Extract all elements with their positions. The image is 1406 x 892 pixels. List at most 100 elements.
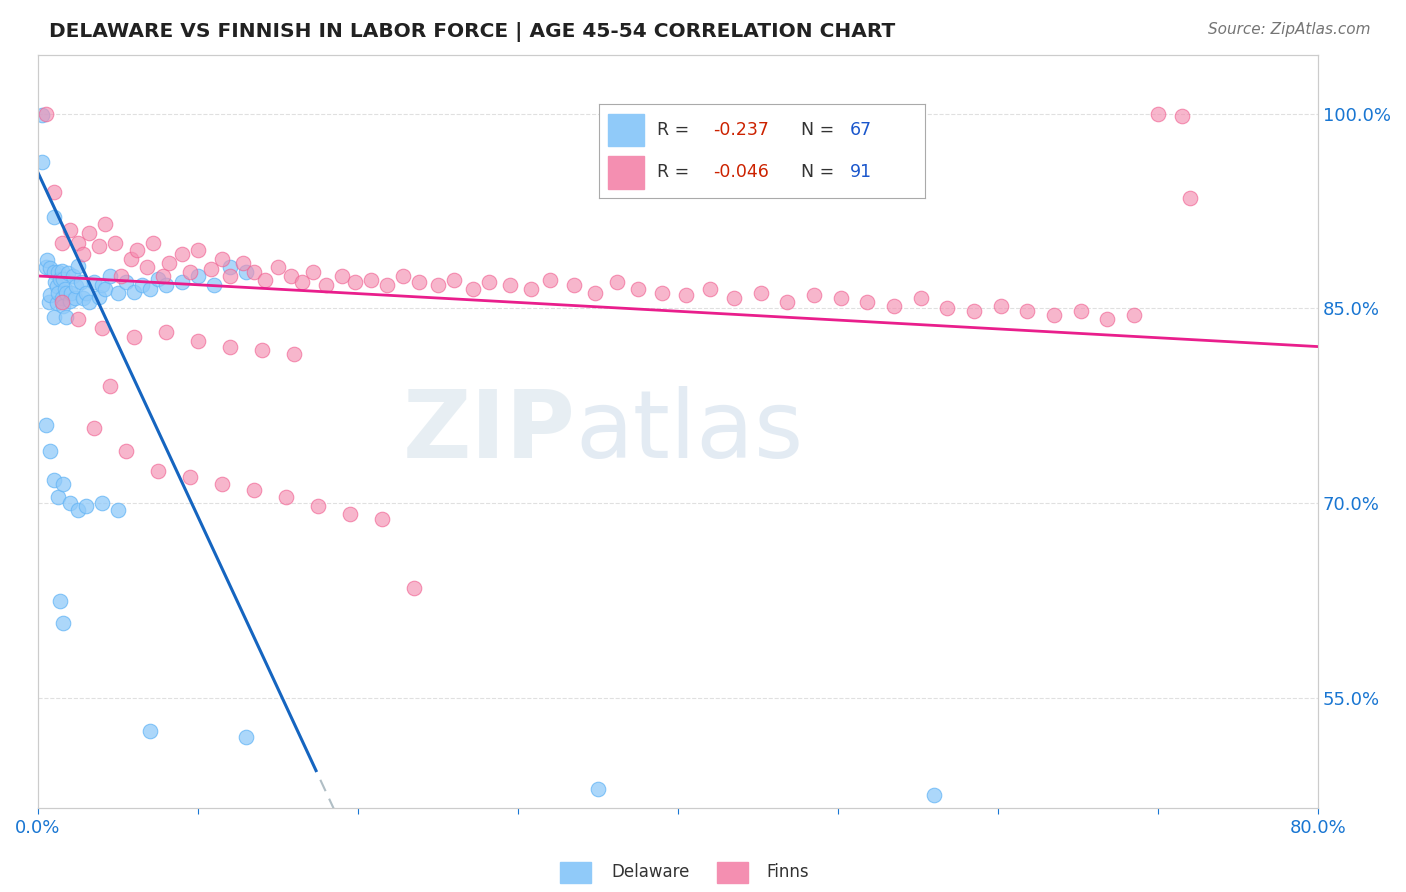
Point xyxy=(1171,109,1194,123)
Point xyxy=(42,473,65,487)
Point xyxy=(274,490,297,504)
Point xyxy=(34,260,56,274)
Point xyxy=(51,291,73,305)
Point xyxy=(48,285,70,300)
Point xyxy=(291,276,314,290)
Point xyxy=(83,276,105,290)
Point xyxy=(52,615,75,630)
Point xyxy=(170,247,193,261)
Point xyxy=(218,268,240,283)
Point xyxy=(138,723,160,738)
Point xyxy=(375,278,398,293)
Point xyxy=(253,273,276,287)
Point xyxy=(443,273,465,287)
Point xyxy=(103,236,125,251)
Point xyxy=(699,282,721,296)
Point xyxy=(499,278,522,293)
Point xyxy=(83,421,105,435)
Point xyxy=(39,288,62,302)
Point xyxy=(235,265,257,279)
Point xyxy=(138,282,160,296)
Point xyxy=(360,273,382,287)
Point xyxy=(110,268,132,283)
Text: atlas: atlas xyxy=(575,386,804,478)
Point xyxy=(125,243,148,257)
Point xyxy=(66,502,89,516)
Point xyxy=(1015,304,1038,318)
Point xyxy=(408,276,430,290)
Point xyxy=(749,285,772,300)
Point xyxy=(583,285,606,300)
Point xyxy=(146,464,169,478)
Point xyxy=(34,106,56,120)
Point xyxy=(855,294,877,309)
Point xyxy=(52,271,75,285)
Point xyxy=(77,294,100,309)
Point xyxy=(66,259,89,273)
Point xyxy=(48,265,70,279)
Point xyxy=(60,285,83,300)
Point xyxy=(90,278,112,293)
Point xyxy=(122,285,145,299)
Point xyxy=(1123,308,1146,322)
Point xyxy=(131,278,153,293)
Point xyxy=(1043,308,1066,322)
Point xyxy=(62,268,84,283)
Point xyxy=(426,278,449,293)
Point xyxy=(55,285,77,300)
Point xyxy=(963,304,986,318)
Point xyxy=(330,268,353,283)
Point xyxy=(38,294,60,309)
Point xyxy=(776,294,799,309)
Point xyxy=(651,285,673,300)
Point xyxy=(63,291,86,305)
Point xyxy=(45,296,67,310)
Point xyxy=(922,789,945,803)
Point xyxy=(211,252,233,266)
Point xyxy=(51,294,73,309)
Point xyxy=(107,285,129,300)
Point xyxy=(52,299,75,313)
Point xyxy=(39,444,62,458)
Point xyxy=(42,211,65,225)
Point xyxy=(31,154,53,169)
Point xyxy=(59,293,82,308)
Point xyxy=(55,310,77,325)
Point xyxy=(77,226,100,240)
Point xyxy=(343,276,366,290)
Point xyxy=(98,268,121,283)
Point xyxy=(315,278,337,293)
Point xyxy=(302,265,325,279)
Point xyxy=(49,593,72,607)
Point xyxy=(179,470,201,484)
Point xyxy=(232,256,254,270)
Point xyxy=(75,499,97,513)
Point xyxy=(675,288,697,302)
Point xyxy=(45,279,67,293)
Text: Source: ZipAtlas.com: Source: ZipAtlas.com xyxy=(1208,22,1371,37)
Point xyxy=(94,217,117,231)
Point xyxy=(122,330,145,344)
Point xyxy=(59,223,82,237)
Point xyxy=(1178,191,1201,205)
Point xyxy=(31,108,53,122)
Point xyxy=(562,278,585,293)
Point xyxy=(114,444,136,458)
Text: ZIP: ZIP xyxy=(402,386,575,478)
Point xyxy=(42,310,65,325)
Point xyxy=(107,502,129,516)
Point xyxy=(242,483,264,498)
Point xyxy=(53,282,76,296)
Point xyxy=(65,279,87,293)
Point xyxy=(59,496,82,510)
Point xyxy=(723,291,745,305)
Point xyxy=(307,499,329,513)
Point xyxy=(211,476,233,491)
Point xyxy=(146,271,169,285)
Point xyxy=(44,276,66,290)
Point xyxy=(606,276,628,290)
Point xyxy=(66,311,89,326)
Point xyxy=(538,273,561,287)
Point xyxy=(90,321,112,335)
Point xyxy=(98,379,121,393)
